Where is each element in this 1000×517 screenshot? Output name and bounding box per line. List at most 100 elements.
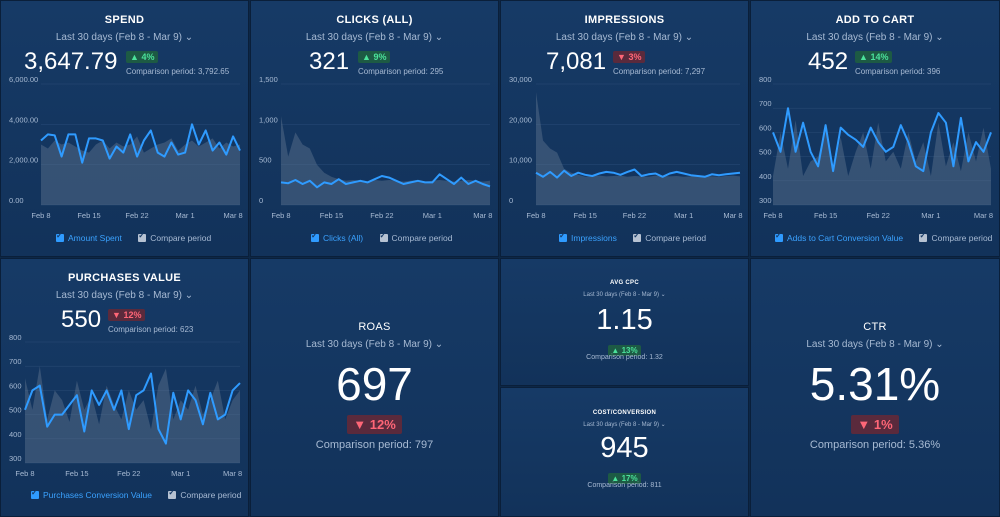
legend-toggle-primary[interactable]: Adds to Cart Conversion Value [775,231,917,243]
legend-label-compare: Compare period [150,233,212,243]
x-tick-label: Feb 8 [31,211,50,220]
change-badge: ▲ 9% [358,51,391,63]
legend-toggle-primary[interactable]: Clicks (All) [311,231,377,243]
legend-toggle-compare[interactable]: Compare period [633,231,706,243]
x-tick-label: Feb 15 [65,469,88,478]
tile-title: SPEND [104,14,145,26]
comparison-text: Comparison period: 1.32 [586,354,663,361]
comparison-text: Comparison period: 623 [108,325,194,334]
legend-label-primary: Clicks (All) [323,233,364,243]
change-badge: ▼ 1% [851,415,899,434]
date-range-selector[interactable]: Last 30 days (Feb 8 - Mar 9) ⌄ [1,290,248,301]
compare-area [41,136,240,205]
x-tick-label: Mar 1 [921,211,940,220]
arrow-down-icon: ▼ [617,52,626,62]
date-range-label: Last 30 days (Feb 8 - Mar 9) [305,339,432,350]
compare-area [536,92,740,205]
arrow-up-icon: ▲ [611,474,620,483]
legend-toggle-compare[interactable]: Compare period [379,231,452,243]
metric-value: 452 [808,48,849,75]
legend-toggle-primary[interactable]: Purchases Conversion Value [31,488,166,500]
tile-title: AVG CPC [610,280,639,286]
change-value: 13% [621,346,638,355]
y-tick-label: 300 [759,196,772,205]
chevron-down-icon: ⌄ [184,32,194,43]
ctr-tile: CTR Last 30 days (Feb 8 - Mar 9) ⌄ 5.31%… [750,258,1000,517]
chart-legend: Clicks (All) Compare period [311,231,452,243]
checkbox-checked-icon [633,231,642,242]
checkbox-checked-icon [31,488,39,499]
change-value: 14% [870,52,889,62]
y-tick-label: 600 [759,123,772,132]
checkbox-checked-icon [168,488,177,499]
change-badge: ▲ 14% [855,51,893,63]
legend-label-primary: Purchases Conversion Value [43,490,152,500]
checkbox-checked-icon [138,231,147,242]
legend-toggle-compare[interactable]: Compare period [168,488,242,500]
primary-series-line [24,372,241,445]
y-tick-label: 600 [9,381,22,390]
comparison-text: Comparison period: 396 [855,67,941,76]
y-tick-label: 2,000.00 [9,156,38,165]
y-tick-label: 10,000 [509,156,532,165]
x-tick-label: Feb 22 [867,211,890,220]
chevron-down-icon: ⌄ [935,32,944,43]
y-tick-label: 0 [259,196,263,205]
comparison-text: Comparison period: 811 [587,482,662,489]
metric-value: 5.31% [809,358,941,410]
metric-value: 945 [600,432,649,464]
date-range-selector[interactable]: Last 30 days (Feb 8 - Mar 9) ⌄ [751,32,999,43]
add-to-cart-chart: 800 700 600 500 400 300 Feb 8 Feb 15 Feb 22 Mar 1… [759,75,993,220]
date-range-selector[interactable]: Last 30 days (Feb 8 - Mar 9) ⌄ [251,339,498,350]
date-range-selector[interactable]: Last 30 days (Feb 8 - Mar 9) ⌄ [751,339,999,350]
comparison-text: Comparison period: 5.36% [809,439,941,451]
legend-toggle-primary[interactable]: Impressions [559,231,631,243]
date-range-selector[interactable]: Last 30 days (Feb 8 - Mar 9) ⌄ [501,291,748,298]
purchases-chart: 800 700 600 500 400 300 Feb 8 Feb 15 Feb 22 Mar 1… [9,333,242,478]
x-tick-label: Mar 1 [423,211,442,220]
y-tick-label: 500 [9,406,22,415]
chart-legend: Purchases Conversion Value Compare perio… [31,488,242,500]
comparison-text: Comparison period: 295 [358,67,444,76]
metric-value: 550 [61,306,102,333]
date-range-selector[interactable]: Last 30 days (Feb 8 - Mar 9) ⌄ [501,32,748,43]
y-tick-label: 400 [9,430,22,439]
legend-toggle-primary[interactable]: Amount Spent [56,231,136,243]
change-value: 17% [621,474,638,483]
arrow-up-icon: ▲ [130,52,139,62]
x-tick-label: Feb 15 [814,211,837,220]
checkbox-checked-icon [56,231,64,242]
change-badge-row: ▼ 1% [751,415,999,434]
date-range-selector[interactable]: Last 30 days (Feb 8 - Mar 9) ⌄ [1,32,248,43]
x-tick-label: Feb 22 [623,211,646,220]
date-range-label: Last 30 days (Feb 8 - Mar 9) [583,292,659,298]
tile-title: ROAS [358,321,391,333]
clicks-chart: 1,500 1,000 500 0 Feb 8 Feb 15 Feb 22 Mar 1 Mar … [259,75,492,220]
date-range-label: Last 30 days (Feb 8 - Mar 9) [806,32,933,43]
legend-toggle-compare[interactable]: Compare period [138,231,212,243]
chevron-down-icon: ⌄ [935,339,944,350]
checkbox-checked-icon [311,231,319,242]
comparison-text: Comparison period: 3,792.65 [126,67,230,76]
chevron-down-icon: ⌄ [660,292,666,298]
roas-tile: ROAS Last 30 days (Feb 8 - Mar 9) ⌄ 697 … [250,258,499,517]
legend-label-compare: Compare period [180,490,242,500]
x-tick-label: Mar 1 [176,211,195,220]
change-value: 12% [123,310,142,320]
y-tick-label: 300 [9,454,22,463]
change-badge: ▼ 3% [613,51,646,63]
date-range-label: Last 30 days (Feb 8 - Mar 9) [55,32,182,43]
x-tick-label: Mar 8 [224,211,243,220]
change-badge: ▼ 12% [347,415,402,434]
change-badge: ▲ 13% [608,345,641,356]
x-tick-label: Feb 8 [763,211,782,220]
primary-series-line [535,168,741,179]
purchases-tile: PURCHASES VALUE Last 30 days (Feb 8 - Ma… [0,258,249,517]
date-range-selector[interactable]: Last 30 days (Feb 8 - Mar 9) ⌄ [501,421,748,428]
date-range-label: Last 30 days (Feb 8 - Mar 9) [555,32,682,43]
legend-toggle-compare[interactable]: Compare period [919,231,992,243]
y-tick-label: 4,000.00 [9,115,38,124]
chevron-down-icon: ⌄ [184,290,194,301]
arrow-down-icon: ▼ [112,310,121,320]
date-range-selector[interactable]: Last 30 days (Feb 8 - Mar 9) ⌄ [251,32,498,43]
